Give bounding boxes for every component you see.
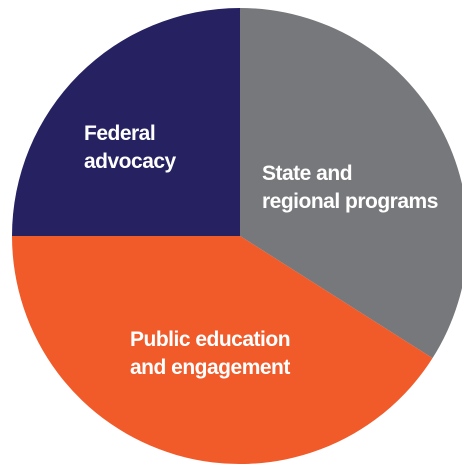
pie-slice xyxy=(12,236,433,464)
pie-slice xyxy=(12,8,240,236)
slice-label: State and regional programs xyxy=(262,162,438,213)
slice-label: Public education and engagement xyxy=(130,328,291,379)
pie-slice xyxy=(240,8,462,359)
slice-label: Federal advocacy xyxy=(84,122,176,173)
